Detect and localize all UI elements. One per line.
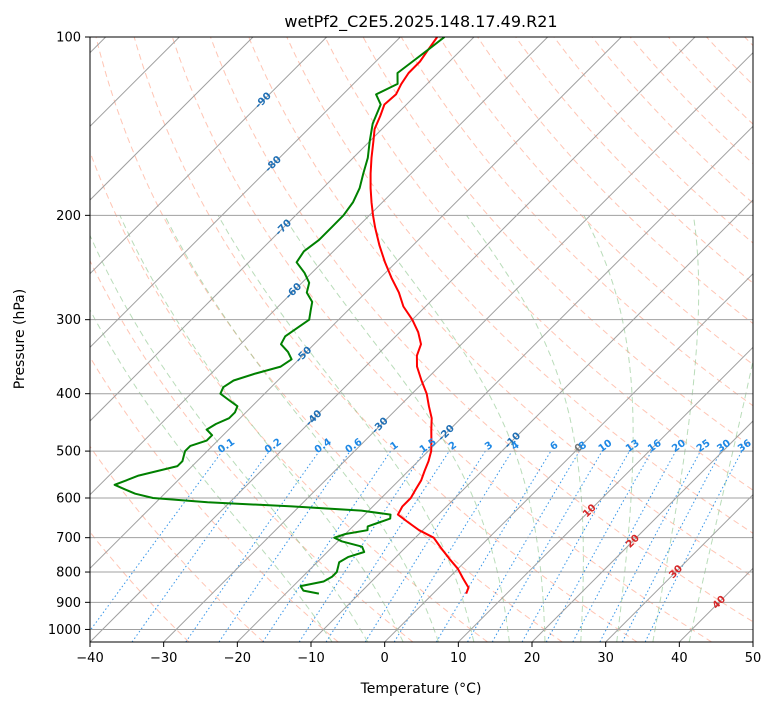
y-tick-label: 500 [56, 445, 81, 460]
x-tick-label: 40 [671, 651, 688, 666]
y-tick-label: 700 [56, 531, 81, 546]
moist-adiabat [282, 215, 510, 642]
moist-adiabat [364, 215, 546, 642]
dry-adiabat [324, 37, 753, 491]
y-axis: 100 200 300 400 500 600 700 800 900 1000 [48, 31, 90, 638]
moist-adiabat [90, 234, 369, 642]
x-axis: −40 −30 −20 −10 0 10 20 30 40 50 [76, 642, 761, 666]
mixing-ratio-line [218, 450, 351, 642]
x-tick-label: 0 [381, 651, 389, 666]
y-tick-label: 900 [56, 596, 81, 611]
dry-adiabat [248, 37, 753, 578]
dry-adiabat [400, 37, 753, 407]
x-tick-label: −30 [150, 651, 177, 666]
x-tick-label: 10 [450, 651, 467, 666]
mixing-ratio-line [393, 450, 513, 642]
moist-adiabat [466, 215, 584, 642]
dry-adiabat [90, 445, 264, 642]
isotherm [90, 37, 549, 496]
isotherm [531, 420, 753, 642]
y-tick-label: 800 [56, 566, 81, 581]
dewpoint-profile [113, 37, 446, 595]
dry-adiabat [591, 37, 753, 204]
chart-title: wetPf2_C2E5.2025.148.17.49.R21 [284, 12, 557, 32]
x-tick-label: −20 [224, 651, 251, 666]
mixing-ratio-line [644, 450, 743, 642]
mixing-ratio-line [90, 450, 223, 632]
moist-adiabat [652, 215, 700, 642]
x-tick-label: 20 [524, 651, 541, 666]
mixing-ratio-line [325, 450, 450, 642]
y-tick-label: 1000 [48, 623, 81, 638]
moist-adiabat [583, 215, 634, 642]
mixing-ratio-line [185, 450, 320, 642]
isotherm [605, 493, 753, 642]
x-tick-label: 50 [745, 651, 762, 666]
dry-adiabat [629, 37, 753, 165]
y-tick-label: 200 [56, 209, 81, 224]
mixing-ratio-line [572, 450, 677, 642]
isotherm [457, 346, 753, 642]
isotherm [90, 37, 696, 642]
isotherm [90, 37, 254, 201]
isotherm [90, 37, 622, 570]
mixing-ratio-line [545, 450, 653, 642]
plot-background [90, 37, 753, 642]
background-lines [90, 37, 753, 642]
sounding-profiles [113, 37, 470, 595]
dry-adiabat [133, 37, 638, 642]
temperature-profile [369, 37, 470, 594]
x-tick-label: −40 [76, 651, 103, 666]
mixing-ratio-line [521, 450, 630, 642]
mixing-ratio-line [131, 450, 270, 642]
dry-adiabat [515, 37, 753, 284]
dry-adiabat [477, 37, 753, 325]
moist-adiabat [164, 215, 439, 642]
y-tick-label: 100 [56, 31, 81, 46]
dry-adiabat [210, 37, 753, 623]
y-axis-title: Pressure (hPa) [12, 289, 28, 389]
mixing-ratio-line [298, 450, 425, 642]
y-tick-label: 300 [56, 313, 81, 328]
isotherm [384, 272, 753, 642]
isotherm [90, 37, 401, 349]
x-tick-label: 30 [597, 651, 614, 666]
moist-adiabat [119, 215, 404, 642]
mixing-ratio-line [262, 450, 392, 642]
y-tick-label: 600 [56, 492, 81, 507]
x-axis-title: Temperature (°C) [360, 681, 482, 697]
x-tick-label: −10 [297, 651, 324, 666]
moist-adiabat [90, 308, 333, 642]
dry-adiabat [171, 37, 712, 642]
isotherm [752, 641, 753, 642]
isotherm [163, 51, 753, 642]
isotherm [236, 125, 753, 642]
isotherm [310, 199, 753, 642]
y-tick-label: 400 [56, 387, 81, 402]
plot-frame [89, 36, 754, 643]
moist-adiabat [217, 215, 475, 642]
isotherm [90, 37, 328, 275]
